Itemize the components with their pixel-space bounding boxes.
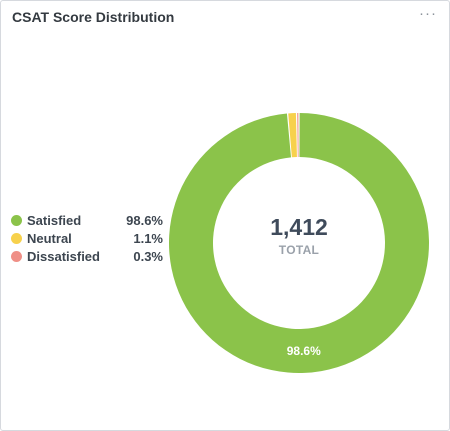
donut-slice-dissatisfied[interactable] <box>297 113 299 158</box>
legend-item-dissatisfied[interactable]: Dissatisfied 0.3% <box>11 247 163 265</box>
chart-title: CSAT Score Distribution <box>12 9 175 25</box>
donut-slice-satisfied[interactable] <box>169 113 430 373</box>
donut-slice-neutral[interactable] <box>288 113 297 158</box>
legend-label: Dissatisfied <box>27 248 100 264</box>
center-total-label: TOTAL <box>279 243 319 257</box>
slice-data-label-satisfied: 98.6% <box>287 344 321 358</box>
donut-slices <box>169 113 430 373</box>
legend-label: Neutral <box>27 230 72 246</box>
legend-value: 1.1% <box>133 230 163 246</box>
legend-item-neutral[interactable]: Neutral 1.1% <box>11 229 163 247</box>
legend-value: 0.3% <box>133 248 163 264</box>
legend-swatch-neutral <box>11 232 22 244</box>
legend-value: 98.6% <box>126 212 163 228</box>
legend-item-satisfied[interactable]: Satisfied 98.6% <box>11 211 163 229</box>
more-options-icon[interactable]: ··· <box>419 5 437 22</box>
legend-swatch-satisfied <box>11 214 22 226</box>
center-total-value: 1,412 <box>270 214 328 240</box>
legend: Satisfied 98.6% Neutral 1.1% Dissatisfie… <box>11 211 163 265</box>
legend-label: Satisfied <box>27 212 82 228</box>
legend-swatch-dissatisfied <box>11 250 22 262</box>
